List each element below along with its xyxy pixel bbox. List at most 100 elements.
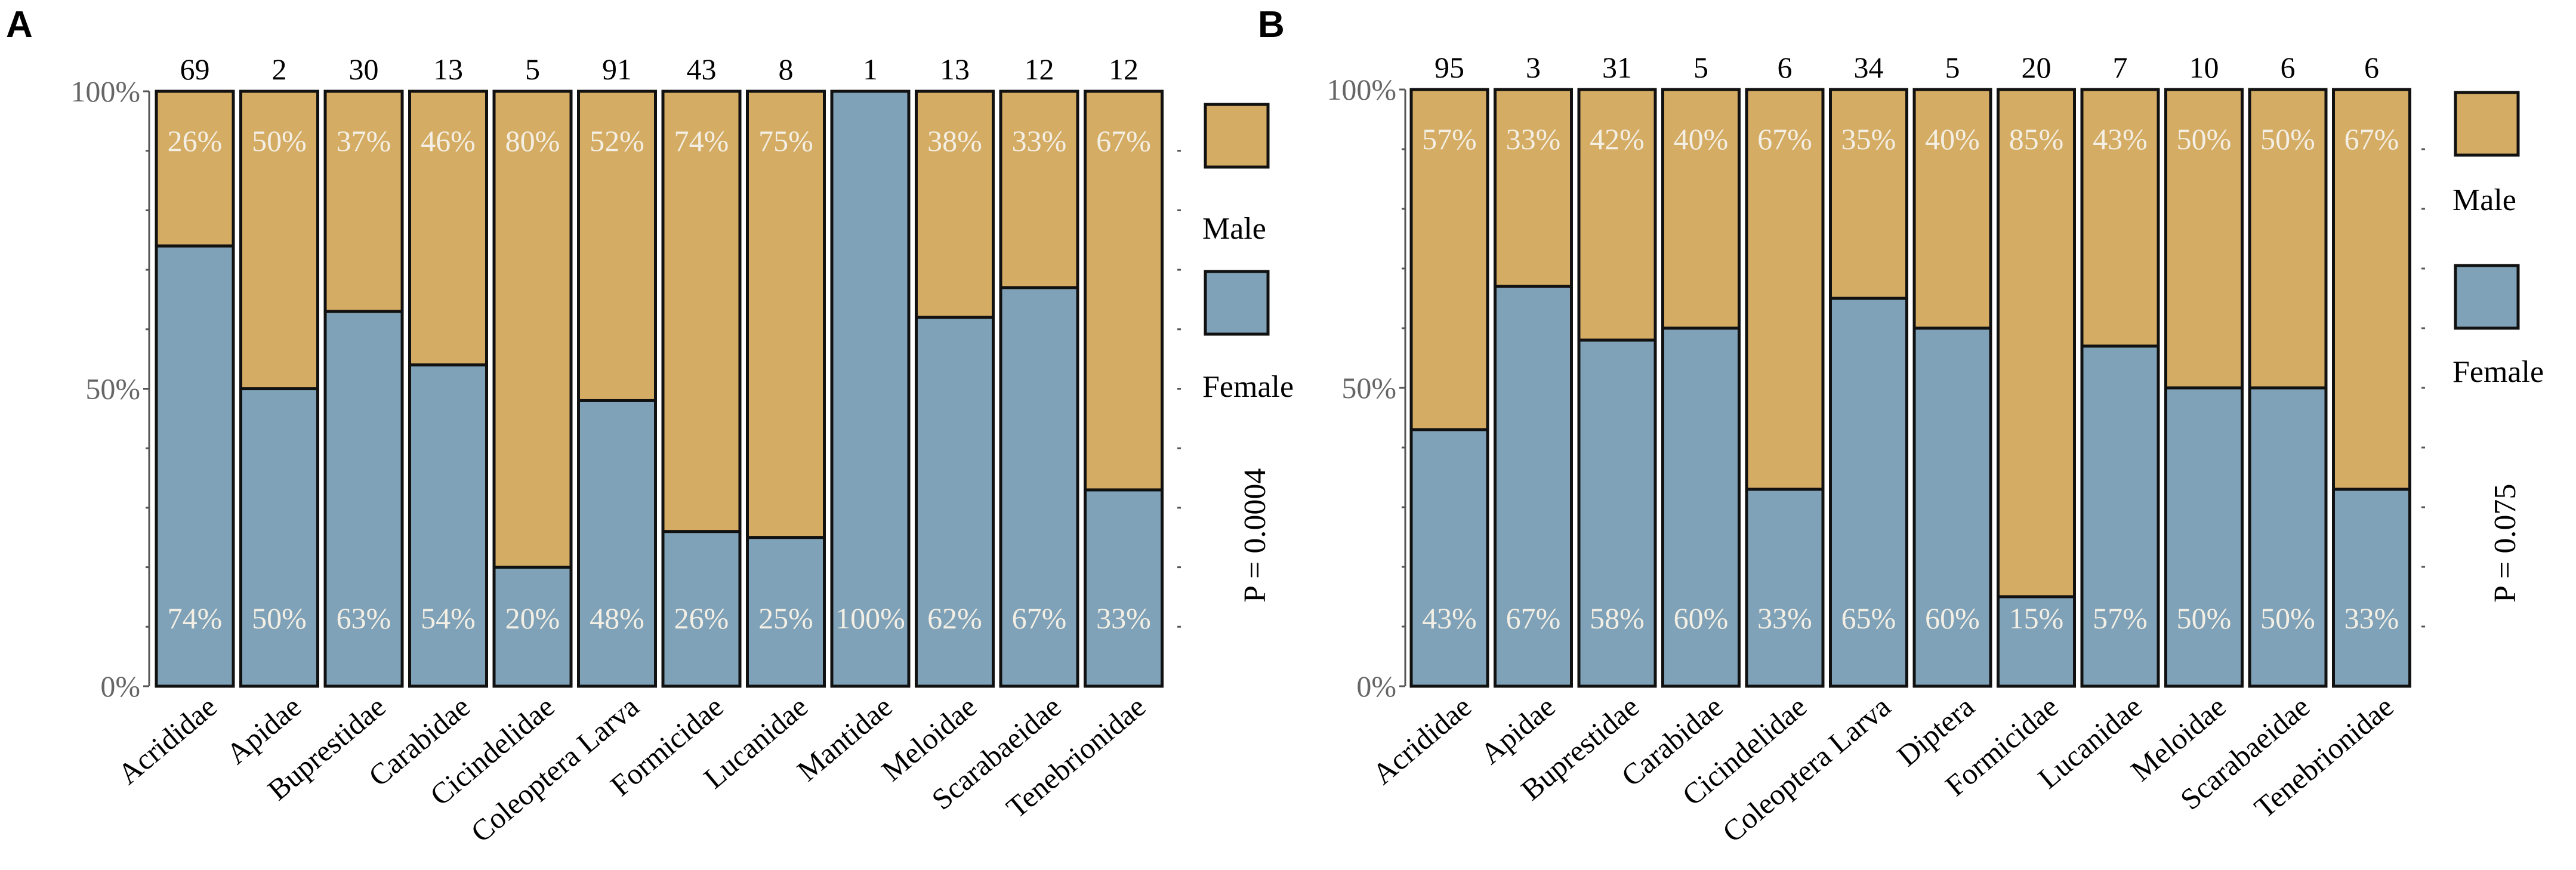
panel-letter: B bbox=[1258, 4, 1285, 45]
female-percent-label: 33% bbox=[1096, 601, 1151, 635]
bar-female bbox=[2248, 386, 2328, 688]
female-percent-label: 33% bbox=[2344, 601, 2399, 635]
bar-male bbox=[1577, 88, 1657, 342]
sample-count: 34 bbox=[1854, 51, 1884, 84]
sample-count: 31 bbox=[1602, 51, 1632, 84]
panel-b: B0%50%100%9557%43%Acrididae333%67%Apidae… bbox=[1258, 4, 2544, 849]
bar-male bbox=[1494, 88, 1573, 288]
sample-count: 1 bbox=[863, 53, 878, 86]
y-tick-label: 50% bbox=[85, 372, 140, 406]
male-percent-label: 50% bbox=[252, 124, 307, 158]
bar-female bbox=[746, 536, 826, 688]
bar-male bbox=[915, 90, 995, 319]
sample-count: 2 bbox=[272, 53, 287, 86]
bar-male bbox=[2248, 88, 2328, 390]
male-percent-label: 67% bbox=[1757, 122, 1812, 156]
female-percent-label: 62% bbox=[927, 601, 982, 635]
female-percent-label: 67% bbox=[1012, 601, 1067, 635]
y-tick-label: 100% bbox=[70, 75, 140, 108]
sample-count: 43 bbox=[687, 53, 717, 86]
male-percent-label: 85% bbox=[2009, 122, 2064, 156]
sample-count: 8 bbox=[779, 53, 794, 86]
sample-count: 7 bbox=[2113, 51, 2128, 84]
female-percent-label: 20% bbox=[505, 601, 560, 635]
male-percent-label: 40% bbox=[1674, 122, 1729, 156]
female-percent-label: 50% bbox=[2177, 601, 2232, 635]
male-percent-label: 38% bbox=[927, 124, 982, 158]
bar-male bbox=[1912, 88, 1992, 330]
male-percent-label: 26% bbox=[168, 124, 223, 158]
y-tick-label: 100% bbox=[1326, 73, 1396, 106]
bar-female bbox=[408, 363, 488, 688]
bar-male bbox=[2332, 88, 2411, 491]
female-percent-label: 60% bbox=[1925, 601, 1980, 635]
male-percent-label: 52% bbox=[590, 124, 644, 158]
category-label: Mantidae bbox=[791, 690, 899, 788]
legend-label-male: Male bbox=[1202, 212, 1266, 246]
female-percent-label: 26% bbox=[674, 601, 729, 635]
male-percent-label: 50% bbox=[2177, 122, 2232, 156]
bar-female bbox=[830, 90, 911, 688]
bar-female bbox=[915, 316, 995, 688]
male-percent-label: 43% bbox=[2093, 122, 2148, 156]
bar-female bbox=[1494, 285, 1573, 688]
sample-count: 69 bbox=[180, 53, 210, 86]
bar-male bbox=[999, 90, 1079, 289]
female-percent-label: 65% bbox=[1841, 601, 1896, 635]
sample-count: 5 bbox=[1945, 51, 1960, 84]
male-percent-label: 57% bbox=[1422, 122, 1477, 156]
female-percent-label: 15% bbox=[2009, 601, 2064, 635]
bar-female bbox=[1745, 488, 1825, 688]
bar-female bbox=[1084, 488, 1164, 688]
bar-female bbox=[577, 399, 657, 688]
sample-count: 5 bbox=[525, 53, 540, 86]
bar-female bbox=[1577, 338, 1657, 688]
bar-female bbox=[1409, 428, 1489, 688]
sample-count: 13 bbox=[433, 53, 463, 86]
bar-male bbox=[2080, 88, 2160, 348]
p-value-label: P = 0.0004 bbox=[1238, 468, 1272, 603]
panel-letter: A bbox=[6, 4, 33, 45]
female-percent-label: 54% bbox=[421, 601, 476, 635]
sample-count: 6 bbox=[2281, 51, 2296, 84]
sample-count: 12 bbox=[1109, 53, 1139, 86]
female-percent-label: 50% bbox=[2260, 601, 2315, 635]
male-percent-label: 33% bbox=[1012, 124, 1067, 158]
female-percent-label: 48% bbox=[590, 601, 644, 635]
sample-count: 3 bbox=[1526, 51, 1541, 84]
bar-female bbox=[492, 566, 573, 688]
sample-count: 95 bbox=[1434, 51, 1464, 84]
bar-male bbox=[492, 90, 573, 569]
male-percent-label: 67% bbox=[1096, 124, 1151, 158]
male-percent-label: 46% bbox=[421, 124, 476, 158]
legend-swatch-male bbox=[2454, 91, 2520, 157]
bar-female bbox=[1661, 326, 1741, 688]
y-tick-label: 0% bbox=[1356, 670, 1396, 703]
female-percent-label: 74% bbox=[168, 601, 223, 635]
female-percent-label: 25% bbox=[758, 601, 813, 635]
bar-female bbox=[2164, 386, 2244, 688]
bar-male bbox=[1829, 88, 1908, 300]
sample-count: 20 bbox=[2022, 51, 2051, 84]
male-percent-label: 35% bbox=[1841, 122, 1896, 156]
category-label: Acrididae bbox=[1366, 690, 1477, 791]
sample-count: 10 bbox=[2189, 51, 2219, 84]
bar-female bbox=[155, 244, 235, 688]
legend-label-male: Male bbox=[2452, 183, 2516, 217]
sample-count: 12 bbox=[1025, 53, 1054, 86]
bar-female bbox=[323, 310, 404, 688]
male-percent-label: 40% bbox=[1925, 122, 1980, 156]
p-value-label: P = 0.075 bbox=[2488, 484, 2522, 603]
male-percent-label: 74% bbox=[674, 124, 729, 158]
panel-a: A0%50%100%6926%74%Acrididae250%50%Apidae… bbox=[6, 4, 1294, 849]
female-percent-label: 58% bbox=[1590, 601, 1645, 635]
sample-count: 5 bbox=[1693, 51, 1708, 84]
bar-male bbox=[1409, 88, 1489, 431]
male-percent-label: 42% bbox=[1590, 122, 1645, 156]
sample-count: 6 bbox=[1778, 51, 1793, 84]
category-label: Acrididae bbox=[112, 690, 223, 791]
bar-male bbox=[661, 90, 742, 533]
male-percent-label: 80% bbox=[505, 124, 560, 158]
legend-swatch-female bbox=[1204, 270, 1270, 336]
bar-female bbox=[1997, 595, 2076, 688]
